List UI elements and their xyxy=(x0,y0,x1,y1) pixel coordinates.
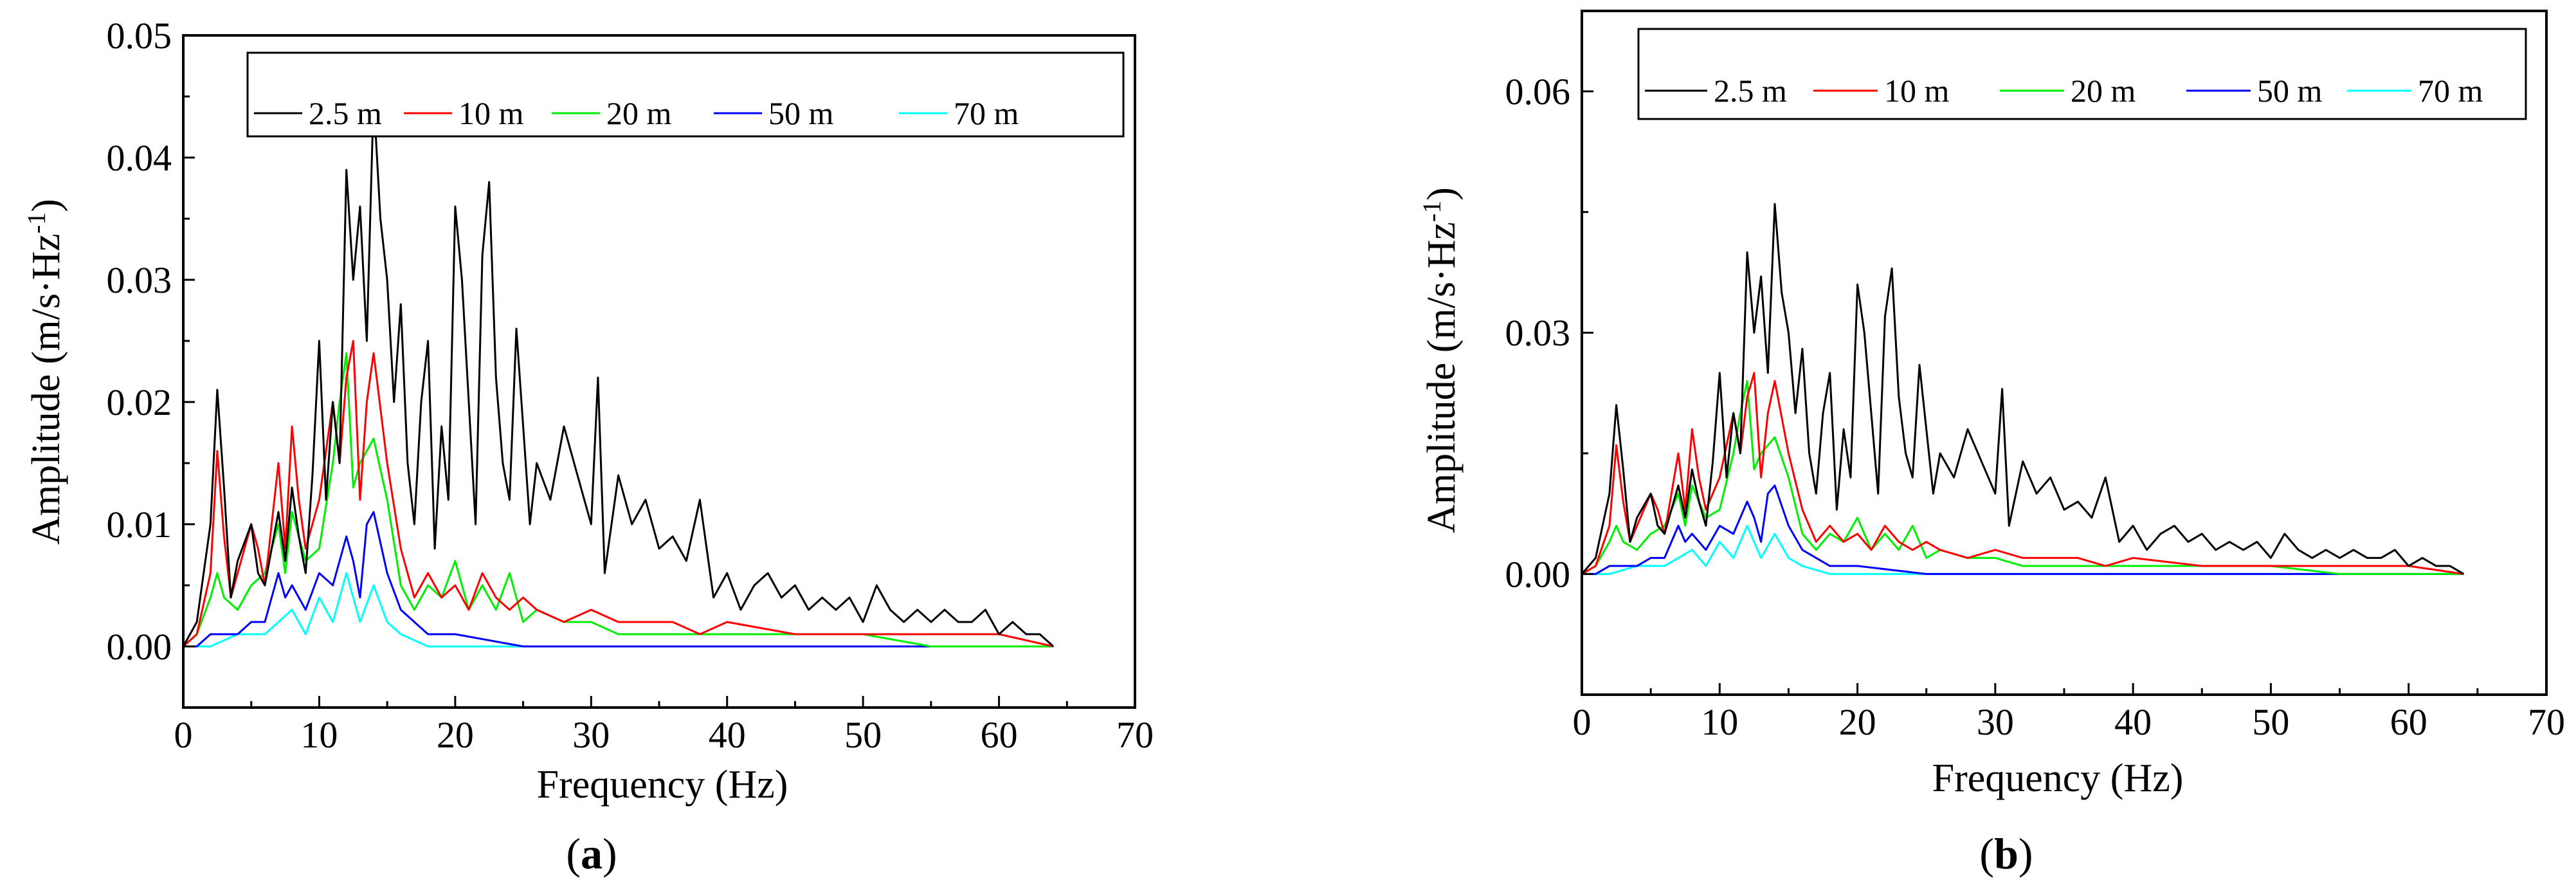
x-tick-label-a-3: 30 xyxy=(572,714,610,756)
caption-b-letter: b xyxy=(1994,829,2018,878)
caption-a: (a) xyxy=(566,829,617,878)
legend-label-b-0: 2.5 m xyxy=(1714,73,1787,109)
y-axis-title-b-close: ) xyxy=(1420,187,1464,201)
y-tick-label-a-4: 0.04 xyxy=(107,137,172,179)
chart-b: 0 10 20 30 40 50 60 70 0.00 0.03 0.06 2.5 m 10 m 2… xyxy=(1417,10,2566,878)
y-axis-title-a: Amplitude (m/s·Hz-1) xyxy=(22,199,68,545)
x-tick-label-b-5: 50 xyxy=(2252,701,2289,743)
caption-b-open: ( xyxy=(1979,829,1994,878)
legend-label-b-4: 70 m xyxy=(2418,73,2483,109)
y-tick-label-a-5: 0.05 xyxy=(107,15,172,57)
y-axis-title-a-main: Amplitude (m/s·Hz xyxy=(24,233,68,545)
legend-label-b-3: 50 m xyxy=(2257,73,2323,109)
x-tick-label-a-6: 60 xyxy=(981,714,1018,756)
x-tick-label-b-6: 60 xyxy=(2390,701,2427,743)
caption-b: (b) xyxy=(1979,829,2033,878)
legend-b: 2.5 m 10 m 20 m 50 m 70 m xyxy=(1637,28,2527,120)
series-line-a-1 xyxy=(182,340,1054,648)
y-tick-label-a-3: 0.03 xyxy=(107,259,172,301)
ticks-group-b: 0 10 20 30 40 50 60 70 0.00 0.03 0.06 xyxy=(1505,71,2566,743)
series-line-b-3 xyxy=(1582,484,2464,575)
y-axis-title-b-sup: -1 xyxy=(1417,201,1446,222)
x-tick-label-b-7: 70 xyxy=(2528,701,2565,743)
x-tick-label-a-2: 20 xyxy=(437,714,474,756)
series-line-a-0 xyxy=(182,95,1055,648)
plot-area-b xyxy=(1582,11,2546,695)
y-tick-label-a-0: 0.00 xyxy=(107,626,172,668)
x-tick-label-b-3: 30 xyxy=(1977,701,2014,743)
x-tick-label-b-0: 0 xyxy=(1573,701,1592,743)
legend-label-b-1: 10 m xyxy=(1884,73,1950,109)
series-line-a-3 xyxy=(183,511,1054,648)
x-tick-label-b-4: 40 xyxy=(2114,701,2152,743)
x-tick-label-a-5: 50 xyxy=(844,714,882,756)
plot-frame-a xyxy=(182,34,1136,709)
y-tick-label-b-1: 0.03 xyxy=(1505,312,1571,354)
caption-b-close: ) xyxy=(2018,829,2033,878)
x-tick-label-b-2: 20 xyxy=(1839,701,1876,743)
x-axis-title-a: Frequency (Hz) xyxy=(537,763,788,807)
y-axis-title-b-main: Amplitude (m/s·Hz xyxy=(1420,222,1464,533)
y-tick-label-a-1: 0.01 xyxy=(107,504,172,545)
x-axis-title-b: Frequency (Hz) xyxy=(1932,756,2184,800)
caption-a-close: ) xyxy=(603,829,617,878)
y-axis-title-b: Amplitude (m/s·Hz-1) xyxy=(1417,187,1464,533)
series-group-b xyxy=(1581,203,2465,575)
series-line-b-0 xyxy=(1581,203,2465,575)
y-tick-label-a-2: 0.02 xyxy=(107,381,172,423)
y-axis-title-a-sup: -1 xyxy=(22,212,51,233)
chart-a: 0 10 20 30 40 50 60 700.000.010.020.030.040.05 … xyxy=(22,15,1154,878)
x-tick-label-b-1: 10 xyxy=(1701,701,1738,743)
y-tick-label-b-0: 0.00 xyxy=(1505,553,1571,595)
legend-box-b xyxy=(1637,28,2527,120)
legend-label-a-0: 2.5 m xyxy=(309,95,382,131)
y-tick-label-b-2: 0.06 xyxy=(1505,71,1571,113)
legend-label-a-1: 10 m xyxy=(458,95,524,131)
plot-frame-b xyxy=(1581,10,2548,696)
x-tick-label-a-1: 10 xyxy=(300,714,338,756)
y-axis-title-a-close: ) xyxy=(24,199,68,212)
legend-label-a-3: 50 m xyxy=(768,95,834,131)
x-tick-label-a-7: 70 xyxy=(1116,714,1154,756)
series-line-b-1 xyxy=(1581,372,2464,575)
legend-label-a-2: 20 m xyxy=(606,95,672,131)
series-group-a xyxy=(182,95,1055,648)
caption-a-letter: a xyxy=(581,829,603,878)
legend-label-b-2: 20 m xyxy=(2071,73,2136,109)
x-tick-label-a-0: 0 xyxy=(174,714,193,756)
legend-a: 2.5 m 10 m 20 m 50 m 70 m xyxy=(246,51,1125,138)
x-tick-label-a-4: 40 xyxy=(709,714,746,756)
caption-a-open: ( xyxy=(566,829,581,878)
legend-label-a-4: 70 m xyxy=(954,95,1019,131)
ticks-group-a: 0 10 20 30 40 50 60 70 0.00 0.01 0.02 0.03 0.04 0.05 xyxy=(107,15,1154,756)
legend-box-a xyxy=(246,51,1125,138)
